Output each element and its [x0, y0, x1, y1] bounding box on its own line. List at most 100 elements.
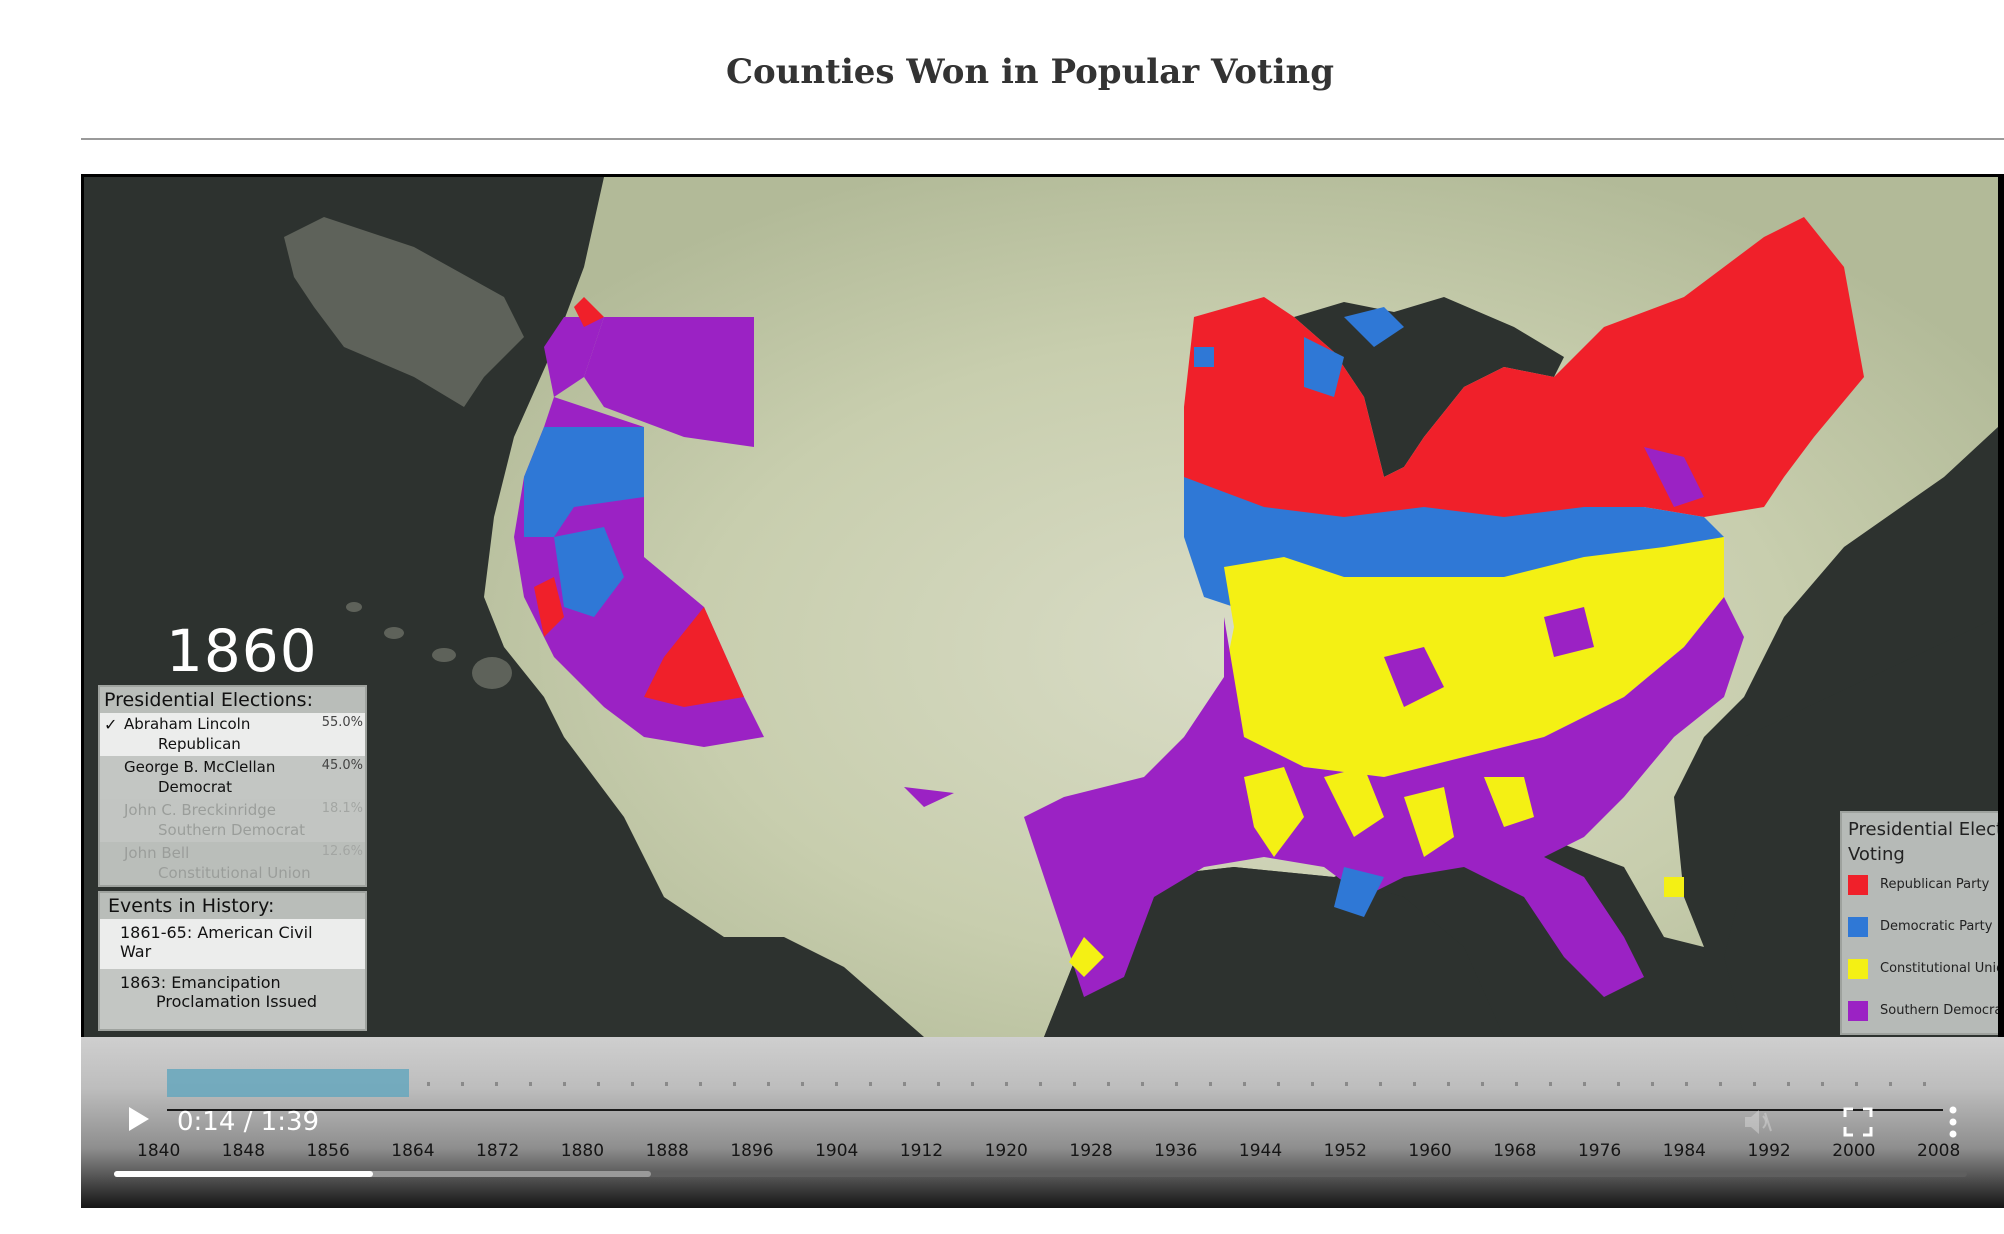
timeline-tick	[767, 1082, 770, 1086]
timeline-tick	[1345, 1082, 1348, 1086]
map-legend: Presidential Election Voting Republican …	[1840, 811, 1998, 1035]
event-text: 1863: Emancipation	[120, 973, 281, 992]
candidate-party: Republican	[158, 735, 241, 753]
candidate-party: Democrat	[158, 778, 233, 796]
fullscreen-icon[interactable]	[1843, 1107, 1873, 1137]
legend-swatch	[1848, 959, 1868, 979]
legend-label: Southern Democratic Party	[1880, 1003, 1998, 1018]
timeline-tick	[427, 1082, 430, 1086]
timeline-year-label: 1856	[306, 1141, 350, 1161]
timeline-tick	[835, 1082, 838, 1086]
timeline-tick	[869, 1082, 872, 1086]
elections-header: Presidential Elections:	[100, 687, 365, 713]
timeline-tick	[1073, 1082, 1076, 1086]
page-title: Counties Won in Popular Voting	[725, 52, 1335, 92]
timeline-tick	[1005, 1082, 1008, 1086]
timeline-tick	[597, 1082, 600, 1086]
event-text-continued: Proclamation Issued	[156, 992, 318, 1011]
video-frame[interactable]: 1860 Presidential Elections: ✓ Abraham L…	[84, 177, 1998, 1037]
events-header: Events in History:	[108, 895, 275, 917]
southern-counties	[1024, 597, 1744, 997]
timeline-tick	[1175, 1082, 1178, 1086]
play-icon[interactable]	[119, 1099, 159, 1139]
legend-label: Constitutional Union Party	[1880, 961, 1998, 976]
timeline-tick	[1413, 1082, 1416, 1086]
progress-played	[114, 1171, 374, 1177]
divider	[81, 138, 2004, 140]
candidate-row: John Bell Constitutional Union 12.6%	[100, 842, 365, 885]
timeline-tick	[1821, 1082, 1824, 1086]
timeline-tick	[1107, 1082, 1110, 1086]
timeline-tick	[1617, 1082, 1620, 1086]
timeline-year-label: 1904	[815, 1141, 859, 1161]
elections-panel: Presidential Elections: ✓ Abraham Lincol…	[98, 685, 367, 887]
timeline-tick	[495, 1082, 498, 1086]
timeline-year-label: 1896	[730, 1141, 774, 1161]
volume-muted-icon[interactable]	[1741, 1105, 1775, 1139]
timeline-tick	[1651, 1082, 1654, 1086]
timeline-year-label: 1872	[476, 1141, 520, 1161]
alaska-land	[284, 217, 524, 407]
candidate-pct: 45.0%	[321, 758, 363, 773]
progress-buffered	[114, 1171, 652, 1177]
us-election-map	[284, 177, 1998, 1037]
video-player[interactable]: 1860 Presidential Elections: ✓ Abraham L…	[81, 174, 2004, 1208]
northern-counties	[1184, 217, 1864, 547]
timeline-year-label: 1984	[1662, 1141, 1706, 1161]
legend-swatch	[1848, 875, 1868, 895]
timeline-tick	[1753, 1082, 1756, 1086]
timeline-tick	[1685, 1082, 1688, 1086]
timeline-tick	[1787, 1082, 1790, 1086]
candidate-name: John C. Breckinridge	[124, 801, 276, 819]
timeline-year-label: 1968	[1493, 1141, 1537, 1161]
time-display: 0:14 / 1:39	[177, 1107, 320, 1137]
timeline-tick	[461, 1082, 464, 1086]
events-panel: Events in History: 1861-65: American Civ…	[98, 891, 367, 1031]
legend-label: Democratic Party	[1880, 919, 1993, 934]
video-seek-track[interactable]	[167, 1109, 1943, 1111]
timeline-tick	[1549, 1082, 1552, 1086]
oregon-counties	[584, 317, 754, 447]
timeline-tick	[1209, 1082, 1212, 1086]
timeline-tick	[1515, 1082, 1518, 1086]
candidate-row: George B. McClellan Democrat 45.0%	[100, 756, 365, 799]
legend-title: Presidential Election Voting	[1848, 819, 1998, 865]
progress-bar[interactable]	[114, 1171, 1967, 1177]
candidate-party: Constitutional Union	[158, 864, 311, 882]
timeline-year-label: 1864	[391, 1141, 435, 1161]
timeline-tick	[801, 1082, 804, 1086]
candidate-row: ✓ Abraham Lincoln Republican 55.0%	[100, 713, 365, 756]
great-lakes	[1294, 297, 1564, 477]
timeline-tick	[631, 1082, 634, 1086]
timeline-year-label: 1928	[1069, 1141, 1113, 1161]
timeline-tick	[1447, 1082, 1450, 1086]
timeline-tick	[937, 1082, 940, 1086]
timeline-year-axis: 1840 1848 1856 1864 1872 1880 1888 1896 1904 1912…	[137, 1141, 1977, 1165]
legend-label: Republican Party	[1880, 877, 1990, 892]
timeline-year-label: 1840	[137, 1141, 181, 1161]
more-vert-icon[interactable]	[1947, 1105, 1959, 1139]
candidate-pct: 18.1%	[321, 801, 363, 816]
candidate-party: Southern Democrat	[158, 821, 306, 839]
timeline-tick	[1719, 1082, 1722, 1086]
timeline-year-label: 1912	[899, 1141, 944, 1161]
timeline-year-label: 1960	[1408, 1141, 1452, 1161]
event-item: 1863: Emancipation Proclamation Issued	[100, 969, 365, 1029]
timeline-year-label: 1992	[1747, 1141, 1791, 1161]
candidate-name: John Bell	[124, 844, 190, 862]
legend-swatch	[1848, 1001, 1868, 1021]
timeline-tick	[1481, 1082, 1484, 1086]
candidate-name: Abraham Lincoln	[124, 715, 251, 733]
candidate-name: George B. McClellan	[124, 758, 276, 776]
legend-swatch	[1848, 917, 1868, 937]
timeline-year-label: 1880	[560, 1141, 605, 1161]
candidate-pct: 55.0%	[321, 715, 363, 730]
timeline-highlight	[167, 1069, 409, 1097]
timeline-tick	[1855, 1082, 1858, 1086]
timeline-tick	[1923, 1082, 1926, 1086]
checkmark-icon: ✓	[104, 715, 118, 734]
timeline-tick	[733, 1082, 736, 1086]
timeline-tick	[1583, 1082, 1586, 1086]
timeline-tick	[1243, 1082, 1246, 1086]
event-text: 1861-65: American Civil War	[120, 923, 313, 961]
